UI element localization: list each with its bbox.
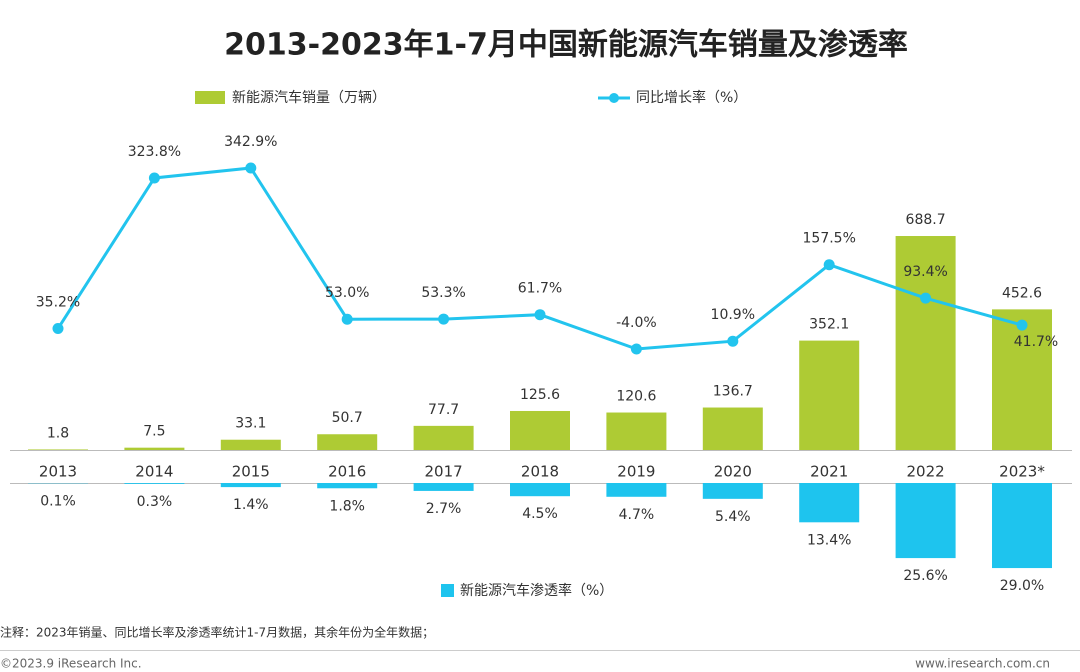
data-label: 323.8% xyxy=(128,144,181,160)
bar xyxy=(895,236,956,450)
x-tick-label: 2017 xyxy=(425,463,463,481)
legend-label: 新能源汽车销量（万辆） xyxy=(232,89,386,106)
data-label: 125.6 xyxy=(520,387,560,403)
x-tick-label: 2013 xyxy=(39,463,77,481)
data-label: 0.1% xyxy=(40,493,76,509)
x-tick-label: 2014 xyxy=(135,463,173,481)
bar xyxy=(220,483,281,488)
data-label: 25.6% xyxy=(903,568,947,584)
line-point xyxy=(148,172,160,184)
bar xyxy=(317,434,378,450)
bar xyxy=(124,447,185,450)
bar xyxy=(992,309,1052,450)
bar xyxy=(510,483,570,497)
data-label: 1.8 xyxy=(47,425,69,441)
data-label: 7.5 xyxy=(143,424,165,440)
data-label: 29.0% xyxy=(1000,578,1044,594)
bar xyxy=(413,483,474,491)
bar xyxy=(606,412,667,450)
bar xyxy=(317,483,378,489)
bar xyxy=(992,483,1052,569)
line-point xyxy=(823,259,835,271)
x-tick-label: 2016 xyxy=(328,463,366,481)
bar xyxy=(220,439,281,450)
data-label: 10.9% xyxy=(711,307,755,323)
legend-swatch xyxy=(609,93,619,103)
bar xyxy=(124,483,185,484)
bar xyxy=(799,340,860,450)
bar xyxy=(510,410,570,450)
data-label: 13.4% xyxy=(807,532,851,548)
x-tick-label: 2020 xyxy=(714,463,752,481)
data-label: 157.5% xyxy=(803,231,856,247)
data-label: 2.7% xyxy=(426,501,462,517)
data-label: 53.0% xyxy=(325,285,369,301)
data-label: 53.3% xyxy=(421,285,465,301)
bar xyxy=(799,483,860,523)
bar xyxy=(28,449,88,450)
bar xyxy=(702,483,763,499)
data-label: 120.6 xyxy=(616,389,656,405)
data-label: 93.4% xyxy=(903,264,947,280)
data-label: 61.7% xyxy=(518,281,562,297)
line-point xyxy=(52,323,64,335)
line-point xyxy=(245,162,257,174)
data-label: 33.1 xyxy=(235,416,266,432)
data-label: 41.7% xyxy=(1014,334,1058,350)
data-label: 452.6 xyxy=(1002,285,1042,301)
data-label: 4.5% xyxy=(522,506,558,522)
website: www.iresearch.com.cn xyxy=(915,657,1050,671)
line-point xyxy=(727,335,739,347)
footnote: 注释：2023年销量、同比增长率及渗透率统计1-7月数据，其余年份为全年数据； xyxy=(0,625,434,640)
legend-swatch xyxy=(195,91,225,104)
line-point xyxy=(920,292,932,304)
line-point xyxy=(1016,319,1028,331)
data-label: 77.7 xyxy=(428,402,459,418)
data-label: 136.7 xyxy=(713,384,753,400)
data-label: 5.4% xyxy=(715,509,751,525)
chart-title: 2013-2023年1-7月中国新能源汽车销量及渗透率 xyxy=(224,28,908,63)
data-label: 1.8% xyxy=(329,498,365,514)
data-label: 688.7 xyxy=(906,212,946,228)
line xyxy=(56,166,1023,351)
line-point xyxy=(438,313,450,325)
x-tick-label: 2022 xyxy=(907,463,945,481)
legend-swatch xyxy=(441,584,454,597)
legend-label: 同比增长率（%） xyxy=(636,89,747,106)
data-label: 352.1 xyxy=(809,317,849,333)
x-tick-label: 2023* xyxy=(999,463,1045,481)
x-tick-label: 2018 xyxy=(521,463,559,481)
data-label: 342.9% xyxy=(224,134,277,150)
data-label: 4.7% xyxy=(619,507,655,523)
copyright: ©2023.9 iResearch Inc. xyxy=(0,657,142,671)
line-point xyxy=(534,309,546,321)
data-label: 1.4% xyxy=(233,497,269,513)
x-tick-label: 2021 xyxy=(810,463,848,481)
data-label: 35.2% xyxy=(36,295,80,311)
bar xyxy=(606,483,667,497)
x-tick-label: 2019 xyxy=(617,463,655,481)
data-label: 50.7 xyxy=(332,410,363,426)
line-point xyxy=(630,343,642,355)
x-tick-label: 2015 xyxy=(232,463,270,481)
bar xyxy=(895,483,956,559)
data-label: -4.0% xyxy=(616,315,657,331)
data-label: 0.3% xyxy=(137,494,173,510)
bar xyxy=(413,425,474,450)
line-point xyxy=(341,313,353,325)
legend-label: 新能源汽车渗透率（%） xyxy=(460,582,613,599)
bar xyxy=(702,407,763,450)
